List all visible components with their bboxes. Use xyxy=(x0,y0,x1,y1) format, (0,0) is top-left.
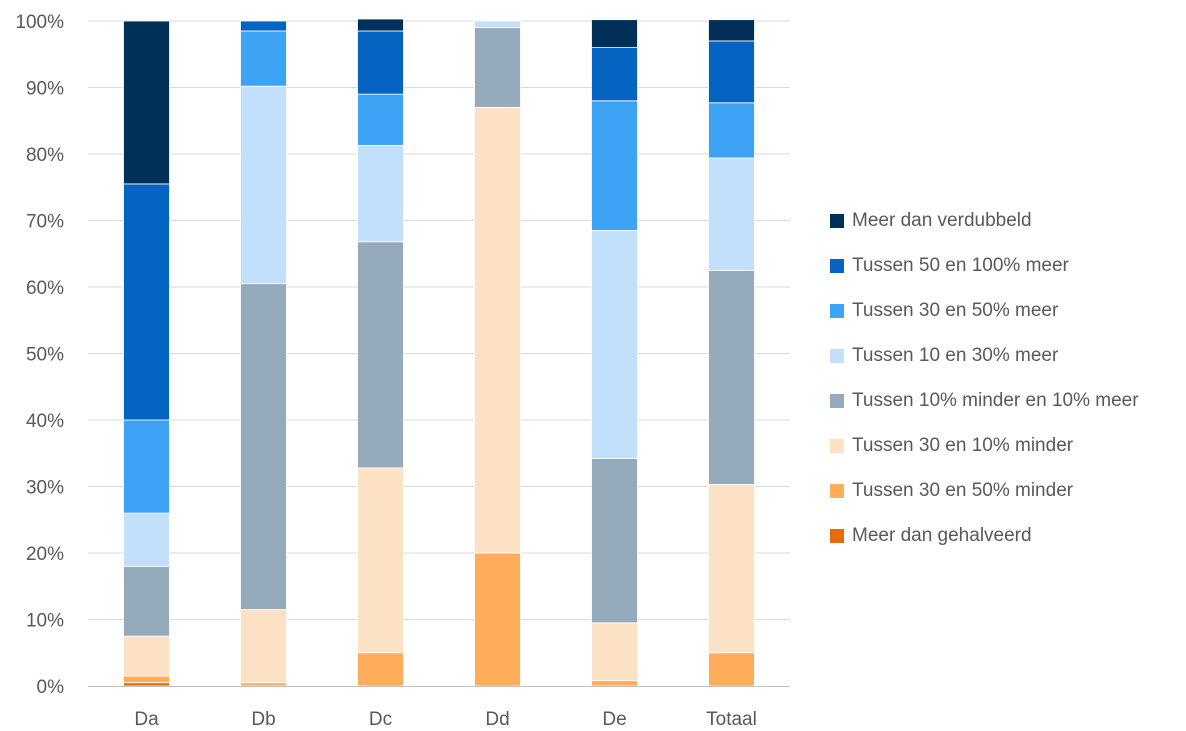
y-tick-label: 40% xyxy=(26,411,64,432)
legend-label: Tussen 10 en 30% meer xyxy=(852,344,1059,366)
bar-stack-dd xyxy=(474,20,521,687)
bar-segment xyxy=(123,419,170,514)
x-category-label: Db xyxy=(251,709,275,730)
bar-segment xyxy=(474,107,521,554)
bars xyxy=(123,18,755,687)
legend-swatch xyxy=(830,348,844,363)
y-tick-label: 90% xyxy=(26,79,64,100)
bar-segment xyxy=(123,512,170,567)
legend-swatch xyxy=(830,393,844,408)
bar-segment xyxy=(240,609,287,684)
legend-label: Tussen 30 en 50% minder xyxy=(852,479,1074,501)
bar-segment xyxy=(708,40,755,104)
y-tick-label: 20% xyxy=(26,544,64,565)
legend-item: Tussen 50 en 100% meer xyxy=(830,243,1180,288)
legend-label: Tussen 10% minder en 10% meer xyxy=(852,389,1139,411)
legend-swatch xyxy=(830,528,844,543)
x-category-label: Da xyxy=(134,709,159,730)
x-category-label: Dc xyxy=(369,709,392,730)
bar-segment xyxy=(474,27,521,108)
x-category-label: Totaal xyxy=(706,709,757,730)
bar-segment xyxy=(123,183,170,421)
bar-segment xyxy=(591,100,638,231)
bar-segment xyxy=(474,552,521,687)
x-category-label: De xyxy=(602,709,626,730)
gridlines xyxy=(88,20,790,620)
legend-label: Meer dan verdubbeld xyxy=(852,209,1032,231)
x-axis-category-labels: Da Db Dc Dd De Totaal xyxy=(134,709,757,730)
legend-item: Meer dan gehalveerd xyxy=(830,513,1180,558)
bar-segment xyxy=(123,565,170,637)
bar-segment xyxy=(357,30,404,95)
y-tick-label: 70% xyxy=(26,212,64,233)
bar-segment xyxy=(357,241,404,469)
bar-segment xyxy=(708,484,755,654)
legend-swatch xyxy=(830,483,844,498)
bar-segment xyxy=(123,20,170,185)
bar-segment xyxy=(591,680,638,687)
legend-item: Tussen 30 en 50% meer xyxy=(830,288,1180,333)
bar-segment xyxy=(708,19,755,42)
y-tick-label: 80% xyxy=(26,145,64,166)
bar-segment xyxy=(708,652,755,687)
bar-segment xyxy=(708,269,755,485)
bar-segment xyxy=(357,93,404,146)
bar-stack-db xyxy=(240,20,287,687)
bar-stack-da xyxy=(123,20,170,687)
bar-segment xyxy=(474,20,521,29)
bar-segment xyxy=(123,682,170,687)
bar-segment xyxy=(591,230,638,459)
legend-label: Meer dan gehalveerd xyxy=(852,524,1032,546)
bar-segment xyxy=(240,682,287,687)
bar-segment xyxy=(708,102,755,159)
bar-segment xyxy=(357,18,404,32)
bar-segment xyxy=(591,622,638,682)
bar-segment xyxy=(591,458,638,624)
x-category-label: Dd xyxy=(485,709,509,730)
bar-segment xyxy=(591,47,638,102)
bar-segment xyxy=(123,675,170,684)
bar-segment xyxy=(240,283,287,610)
bar-segment xyxy=(357,652,404,687)
y-tick-label: 60% xyxy=(26,278,64,299)
legend-swatch xyxy=(830,258,844,273)
y-tick-label: 0% xyxy=(37,677,65,698)
y-tick-label: 50% xyxy=(26,345,64,366)
legend-label: Tussen 30 en 50% meer xyxy=(852,299,1059,321)
bar-segment xyxy=(357,467,404,654)
legend-item: Tussen 30 en 50% minder xyxy=(830,468,1180,513)
legend-label: Tussen 50 en 100% meer xyxy=(852,254,1069,276)
bar-stack-de xyxy=(591,19,638,687)
legend-item: Tussen 10% minder en 10% meer xyxy=(830,378,1180,423)
bar-segment xyxy=(240,30,287,87)
legend-swatch xyxy=(830,303,844,318)
legend-item: Tussen 10 en 30% meer xyxy=(830,333,1180,378)
bar-segment xyxy=(240,85,287,285)
legend-item: Tussen 30 en 10% minder xyxy=(830,423,1180,468)
y-tick-label: 100% xyxy=(15,12,64,33)
legend-label: Tussen 30 en 10% minder xyxy=(852,434,1074,456)
chart: 0% 10% 20% 30% 40% 50% 60% 70% 80% 90% 100% Da Db Dc… xyxy=(15,12,790,730)
y-tick-label: 10% xyxy=(26,611,64,632)
bar-segment xyxy=(123,635,170,677)
legend: Meer dan verdubbeld Tussen 50 en 100% mee… xyxy=(830,198,1180,558)
legend-item: Meer dan verdubbeld xyxy=(830,198,1180,243)
bar-segment xyxy=(591,19,638,49)
bar-segment xyxy=(708,157,755,271)
bar-stack-dc xyxy=(357,18,404,687)
bar-segment xyxy=(240,20,287,32)
y-tick-label: 30% xyxy=(26,478,64,499)
y-axis-tick-labels: 0% 10% 20% 30% 40% 50% 60% 70% 80% 90% 100% xyxy=(15,12,64,698)
bar-segment xyxy=(357,144,404,243)
bar-stack-totaal xyxy=(708,19,755,687)
legend-swatch xyxy=(830,438,844,453)
legend-swatch xyxy=(830,213,844,228)
